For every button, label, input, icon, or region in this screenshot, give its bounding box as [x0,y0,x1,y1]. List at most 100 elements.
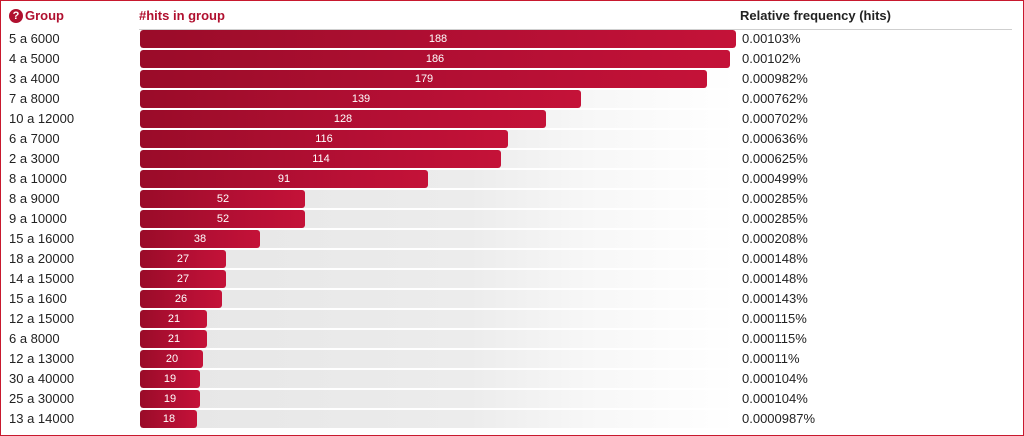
bar-value-label: 116 [315,133,333,145]
bar-track: 128 [140,110,736,128]
table-row: 7 a 8000 139 0.000762% [1,89,1024,109]
relative-frequency-value: 0.000208% [742,231,808,246]
table-row: 4 a 5000 186 0.00102% [1,49,1024,69]
hits-bar [140,30,736,48]
bar-track: 18 [140,410,736,428]
relative-frequency-value: 0.000636% [742,131,808,146]
relative-frequency-value: 0.000148% [742,271,808,286]
group-label: 25 a 30000 [9,391,75,406]
group-label: 13 a 14000 [9,411,75,426]
relative-frequency-value: 0.000148% [742,251,808,266]
group-label: 7 a 8000 [9,91,60,106]
hits-bar [140,370,200,388]
bar-value-label: 21 [167,313,181,325]
relative-frequency-value: 0.000285% [742,211,808,226]
bar-value-label: 188 [428,33,448,45]
relative-frequency-value: 0.000143% [742,291,808,306]
group-label: 3 a 4000 [9,71,60,86]
hits-bar [140,170,428,188]
bar-track: 114 [140,150,736,168]
table-row: 9 a 10000 52 0.000285% [1,209,1024,229]
table-row: 14 a 15000 27 0.000148% [1,269,1024,289]
group-label: 8 a 9000 [9,191,60,206]
bar-track: 186 [140,50,736,68]
relative-frequency-value: 0.0000987% [742,411,816,426]
table-row: 15 a 16000 38 0.000208% [1,229,1024,249]
relative-frequency-value: 0.00011% [742,351,800,366]
bar-value-label: 21 [167,333,181,345]
group-label: 4 a 5000 [9,51,60,66]
group-label: 8 a 10000 [9,171,67,186]
table-row: 18 a 20000 27 0.000148% [1,249,1024,269]
bar-value-label: 19 [163,393,177,405]
bar-track: 21 [140,330,736,348]
bar-track: 38 [140,230,736,248]
table-row: 13 a 14000 18 0.0000987% [1,409,1024,429]
bar-track: 26 [140,290,736,308]
hits-column-header[interactable]: #hits in group [139,8,225,23]
relative-frequency-value: 0.000762% [742,91,808,106]
hits-bar [140,150,501,168]
hits-bar [140,290,222,308]
bar-value-label: 179 [414,73,434,85]
bar-track: 20 [140,350,736,368]
table-body: 5 a 6000 188 0.00103% 4 a 5000 186 0.00102% 3 … [1,29,1024,429]
bar-track: 21 [140,310,736,328]
table-row: 15 a 1600 26 0.000143% [1,289,1024,309]
bar-track: 139 [140,90,736,108]
bar-value-label: 26 [174,293,188,305]
hits-bar [140,230,260,248]
hits-bar [140,70,707,88]
bar-track: 52 [140,210,736,228]
bar-track: 188 [140,30,736,48]
hits-bar [140,350,203,368]
bar-value-label: 18 [162,413,176,425]
group-label: 2 a 3000 [9,151,60,166]
group-label: 18 a 20000 [9,251,75,266]
bar-value-label: 91 [277,173,291,185]
bar-value-label: 52 [216,213,230,225]
group-label: 14 a 15000 [9,271,75,286]
relative-frequency-value: 0.000104% [742,371,808,386]
bar-value-label: 38 [193,233,207,245]
relative-frequency-value: 0.000499% [742,171,808,186]
group-label: 12 a 15000 [9,311,75,326]
hits-bar [140,410,197,428]
hits-bar [140,90,581,108]
relative-frequency-value: 0.000625% [742,151,808,166]
bar-track: 116 [140,130,736,148]
table-row: 30 a 40000 19 0.000104% [1,369,1024,389]
bar-track: 27 [140,250,736,268]
table-row: 12 a 13000 20 0.00011% [1,349,1024,369]
relative-frequency-value: 0.00103% [742,31,801,46]
hits-bar [140,250,226,268]
table-row: 6 a 7000 116 0.000636% [1,129,1024,149]
group-label: 15 a 1600 [9,291,67,306]
bar-track: 52 [140,190,736,208]
hits-bar [140,390,200,408]
bar-value-label: 114 [312,153,330,165]
table-row: 6 a 8000 21 0.000115% [1,329,1024,349]
bar-track: 19 [140,370,736,388]
bar-track: 179 [140,70,736,88]
relative-frequency-value: 0.000115% [742,311,807,326]
relative-frequency-value: 0.000702% [742,111,808,126]
relative-frequency-value: 0.000285% [742,191,808,206]
hits-bar [140,270,226,288]
table-row: 8 a 9000 52 0.000285% [1,189,1024,209]
hits-bar [140,50,730,68]
bar-value-label: 128 [333,113,353,125]
hits-bar [140,110,546,128]
group-label: 9 a 10000 [9,211,67,226]
bar-track: 19 [140,390,736,408]
header-divider [139,29,1012,30]
group-column-header[interactable]: Group [25,8,64,23]
help-icon[interactable]: ? [9,9,23,23]
relative-frequency-value: 0.00102% [742,51,801,66]
group-label: 6 a 7000 [9,131,60,146]
bar-value-label: 139 [351,93,371,105]
hits-bar [140,330,207,348]
group-label: 30 a 40000 [9,371,75,386]
bar-value-label: 186 [425,53,445,65]
